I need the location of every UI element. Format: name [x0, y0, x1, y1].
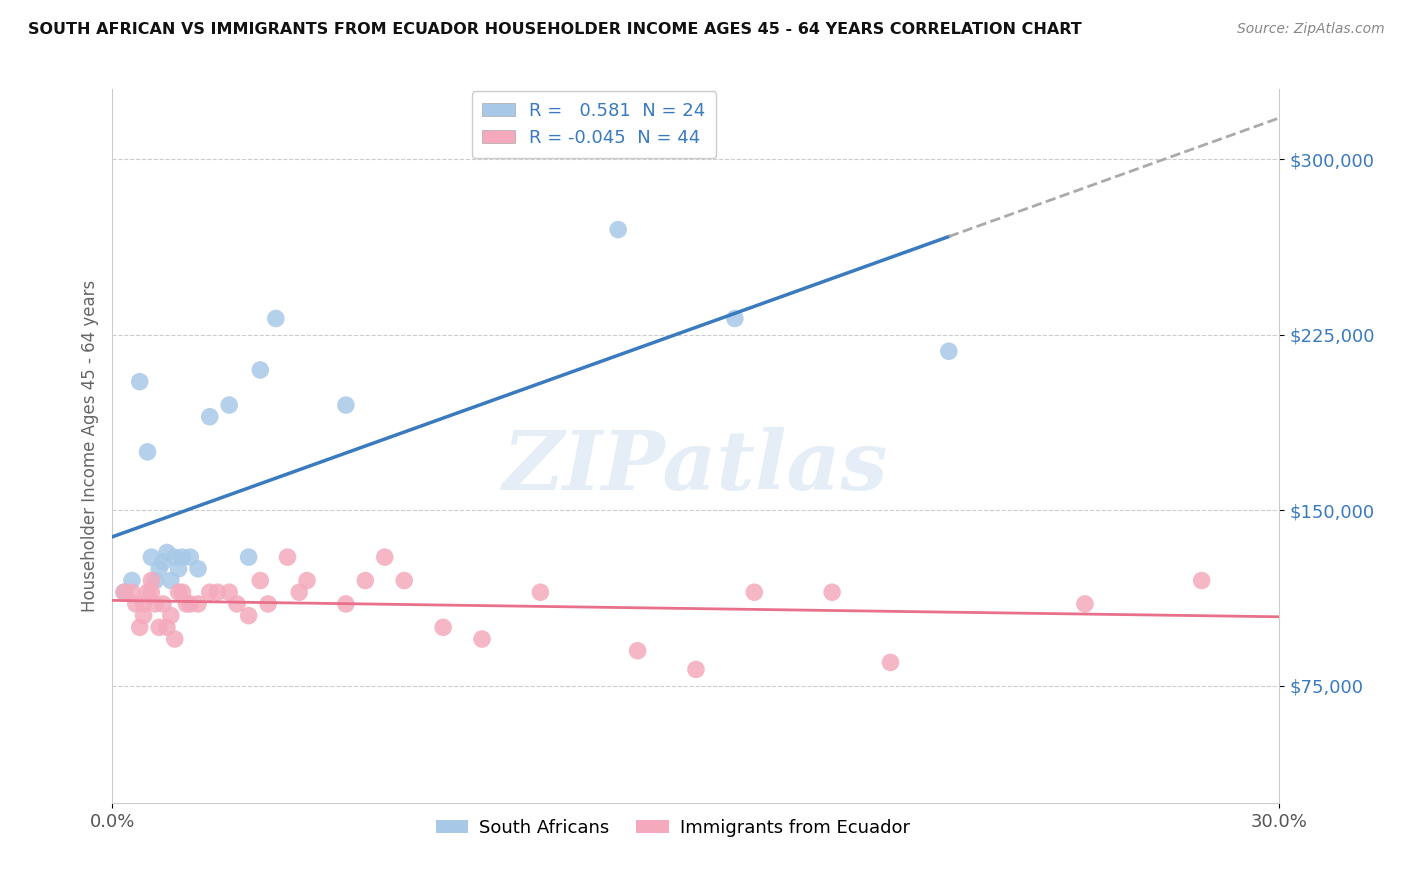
Point: [432, 620, 454, 634]
Point: [276, 550, 298, 565]
Point: [335, 398, 357, 412]
Point: [112, 585, 135, 599]
Point: [156, 620, 179, 634]
Point: [148, 620, 170, 634]
Point: [143, 574, 166, 588]
Point: [128, 620, 150, 634]
Point: [744, 585, 766, 599]
Point: [249, 363, 271, 377]
Point: [121, 585, 143, 599]
Point: [249, 574, 271, 588]
Point: [374, 550, 396, 565]
Point: [238, 608, 260, 623]
Point: [179, 597, 201, 611]
Point: [295, 574, 318, 588]
Point: [160, 574, 183, 588]
Text: ZIPatlas: ZIPatlas: [503, 427, 889, 508]
Point: [335, 597, 357, 611]
Point: [218, 398, 240, 412]
Point: [141, 550, 163, 565]
Point: [288, 585, 311, 599]
Point: [125, 597, 148, 611]
Point: [607, 222, 630, 236]
Text: SOUTH AFRICAN VS IMMIGRANTS FROM ECUADOR HOUSEHOLDER INCOME AGES 45 - 64 YEARS C: SOUTH AFRICAN VS IMMIGRANTS FROM ECUADOR…: [28, 22, 1081, 37]
Point: [821, 585, 844, 599]
Point: [724, 311, 747, 326]
Point: [879, 656, 901, 670]
Point: [172, 550, 194, 565]
Y-axis label: Householder Income Ages 45 - 64 years: Householder Income Ages 45 - 64 years: [80, 280, 98, 612]
Point: [176, 597, 198, 611]
Point: [163, 550, 186, 565]
Point: [226, 597, 249, 611]
Point: [627, 644, 650, 658]
Point: [685, 662, 707, 676]
Point: [128, 375, 150, 389]
Legend: South Africans, Immigrants from Ecuador: South Africans, Immigrants from Ecuador: [429, 812, 917, 844]
Point: [938, 344, 960, 359]
Point: [1074, 597, 1097, 611]
Point: [132, 608, 155, 623]
Point: [132, 597, 155, 611]
Point: [152, 597, 174, 611]
Point: [394, 574, 416, 588]
Point: [112, 585, 135, 599]
Text: Source: ZipAtlas.com: Source: ZipAtlas.com: [1237, 22, 1385, 37]
Point: [471, 632, 494, 646]
Point: [148, 562, 170, 576]
Point: [136, 585, 159, 599]
Point: [141, 574, 163, 588]
Point: [160, 608, 183, 623]
Point: [1191, 574, 1213, 588]
Point: [198, 409, 221, 424]
Point: [121, 574, 143, 588]
Point: [172, 585, 194, 599]
Point: [179, 550, 201, 565]
Point: [167, 585, 190, 599]
Point: [167, 562, 190, 576]
Point: [238, 550, 260, 565]
Point: [156, 545, 179, 559]
Point: [257, 597, 280, 611]
Point: [143, 597, 166, 611]
Point: [198, 585, 221, 599]
Point: [207, 585, 229, 599]
Point: [187, 597, 209, 611]
Point: [136, 445, 159, 459]
Point: [218, 585, 240, 599]
Point: [141, 585, 163, 599]
Point: [152, 555, 174, 569]
Point: [529, 585, 551, 599]
Point: [163, 632, 186, 646]
Point: [354, 574, 377, 588]
Point: [187, 562, 209, 576]
Point: [264, 311, 287, 326]
